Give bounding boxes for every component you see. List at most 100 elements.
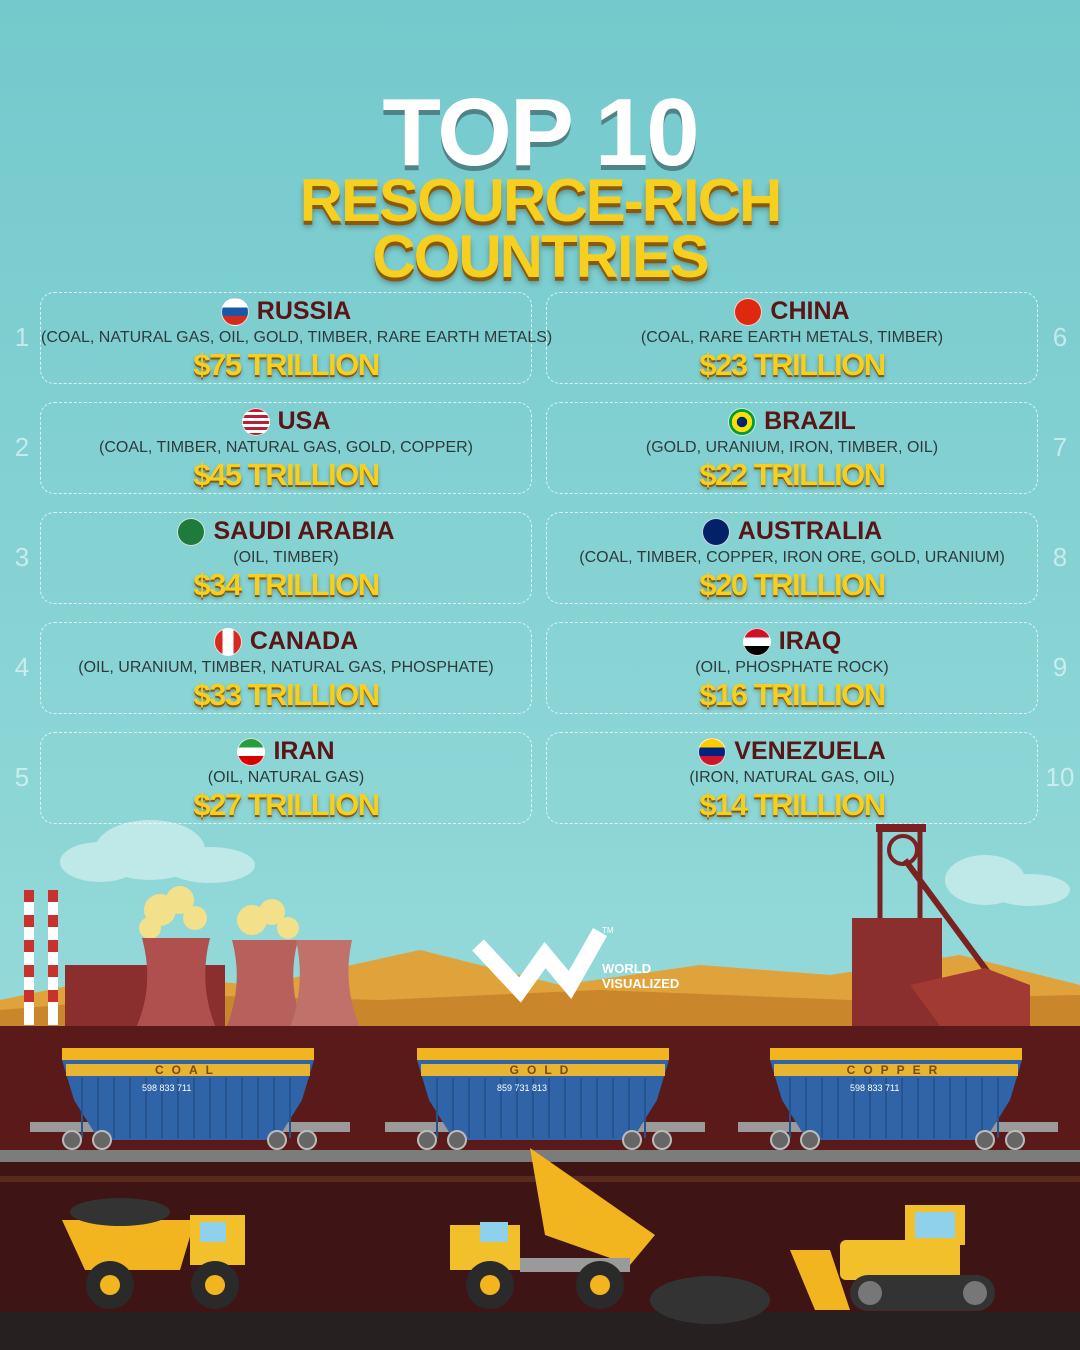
- car-stripe: [774, 1064, 1018, 1076]
- car-number: 598 833 711: [142, 1083, 191, 1093]
- bulldozer: [790, 1205, 995, 1311]
- rank: 2: [14, 432, 30, 462]
- flag: [220, 297, 249, 326]
- car-label: GOLD: [510, 1063, 577, 1077]
- car-number: 859 731 813: [497, 1083, 547, 1093]
- mine: [852, 824, 1030, 1026]
- wheel: [770, 1130, 790, 1150]
- resources: (COAL, TIMBER, COPPER, IRON ORE, GOLD, U…: [579, 549, 1005, 566]
- wheel: [62, 1130, 82, 1150]
- car-label: COPPER: [847, 1063, 946, 1077]
- flag: [237, 737, 266, 766]
- car-body: [770, 1060, 1022, 1140]
- dump-truck: [450, 1148, 770, 1324]
- wheel: [975, 1130, 995, 1150]
- country-name: IRAQ: [778, 627, 842, 655]
- wheel: [92, 1130, 112, 1150]
- wheel: [622, 1130, 642, 1150]
- wheel: [417, 1130, 437, 1150]
- country-card: BRAZIL (GOLD, URANIUM, IRON, TIMBER, OIL)…: [546, 402, 1038, 494]
- flag: [728, 407, 757, 436]
- country-name: SAUDI ARABIA: [213, 517, 395, 545]
- logo-text: VISUALIZED: [602, 976, 679, 991]
- country-card: USA (COAL, TIMBER, NATURAL GAS, GOLD, COP…: [40, 402, 532, 494]
- resource-value: $33 TRILLION: [193, 677, 380, 712]
- flag: [698, 737, 727, 766]
- rank: 1: [14, 322, 30, 352]
- resources: (COAL, NATURAL GAS, OIL, GOLD, TIMBER, R…: [41, 329, 553, 346]
- resources: (OIL, TIMBER): [233, 549, 339, 566]
- resource-value: $20 TRILLION: [699, 567, 886, 602]
- title: TOP 10: [382, 79, 699, 186]
- rank: 5: [14, 762, 30, 792]
- wheel: [1005, 1130, 1025, 1150]
- car-stripe: [66, 1064, 310, 1076]
- resources: (OIL, PHOSPHATE ROCK): [695, 659, 889, 676]
- resource-value: $22 TRILLION: [699, 457, 886, 492]
- resources: (COAL, TIMBER, NATURAL GAS, GOLD, COPPER…: [99, 439, 473, 456]
- card-header: USA: [41, 407, 531, 436]
- rank: 4: [14, 652, 30, 682]
- resource-value: $23 TRILLION: [699, 347, 886, 382]
- card-header: BRAZIL: [547, 407, 1037, 436]
- car-top: [62, 1048, 314, 1060]
- resource-value: $27 TRILLION: [193, 787, 380, 822]
- country-name: CANADA: [249, 627, 359, 655]
- card-header: CHINA: [547, 297, 1037, 326]
- country-card: SAUDI ARABIA (OIL, TIMBER) $34 TRILLION: [40, 512, 532, 604]
- car-stripe: [421, 1064, 665, 1076]
- rank: 6: [1052, 322, 1068, 352]
- card-header: VENEZUELA: [547, 737, 1037, 766]
- car-body: [62, 1060, 314, 1140]
- card-header: SAUDI ARABIA: [41, 517, 531, 546]
- country-name: USA: [277, 407, 331, 435]
- logo-text: WORLD: [602, 961, 651, 976]
- country-name: RUSSIA: [256, 297, 352, 325]
- resource-value: $14 TRILLION: [699, 787, 886, 822]
- rank: 9: [1052, 652, 1068, 682]
- resource-value: $34 TRILLION: [193, 567, 380, 602]
- country-card: RUSSIA (COAL, NATURAL GAS, OIL, GOLD, TIM…: [40, 292, 553, 384]
- resource-value: $16 TRILLION: [699, 677, 886, 712]
- floor: [0, 1312, 1080, 1350]
- flag: [241, 407, 270, 436]
- card-header: IRAN: [41, 737, 531, 766]
- car-label: COAL: [155, 1063, 221, 1077]
- rank: 8: [1052, 542, 1068, 572]
- card-header: RUSSIA: [41, 297, 531, 326]
- country-card: IRAN (OIL, NATURAL GAS) $27 TRILLION: [40, 732, 532, 824]
- resources: (GOLD, URANIUM, IRON, TIMBER, OIL): [645, 439, 939, 456]
- rank: 7: [1052, 432, 1068, 462]
- country-card: CHINA (COAL, RARE EARTH METALS, TIMBER) $2…: [546, 292, 1038, 384]
- flag: [177, 517, 206, 546]
- cooling-towers: [136, 938, 360, 1028]
- clouds: [60, 820, 1070, 906]
- subtitle: COUNTRIES: [372, 223, 709, 290]
- flag: [734, 297, 763, 326]
- subtitle: RESOURCE-RICH: [299, 167, 783, 234]
- car-body: [417, 1060, 669, 1140]
- rank: 10: [1045, 762, 1075, 792]
- country-name: IRAN: [273, 737, 335, 765]
- flag: [213, 627, 242, 656]
- logo-trademark: TM: [602, 926, 614, 935]
- resource-value: $45 TRILLION: [193, 457, 380, 492]
- smoke: [139, 886, 299, 939]
- train: COAL 598 833 711 GOLD 859 731 813 COPPER 598 …: [30, 1048, 1058, 1150]
- card-header: CANADA: [41, 627, 531, 656]
- wheel: [297, 1130, 317, 1150]
- country-card: IRAQ (OIL, PHOSPHATE ROCK) $16 TRILLION: [546, 622, 1038, 714]
- country-card: VENEZUELA (IRON, NATURAL GAS, OIL) $14 TRI…: [546, 732, 1038, 824]
- dump-truck: [62, 1198, 245, 1309]
- chimneys: [24, 890, 58, 1025]
- country-name: AUSTRALIA: [737, 517, 883, 545]
- rank: 3: [14, 542, 30, 572]
- resources: (IRON, NATURAL GAS, OIL): [689, 769, 895, 786]
- wheel: [447, 1130, 467, 1150]
- flag: [701, 517, 730, 546]
- wheel: [652, 1130, 672, 1150]
- card-header: AUSTRALIA: [547, 517, 1037, 546]
